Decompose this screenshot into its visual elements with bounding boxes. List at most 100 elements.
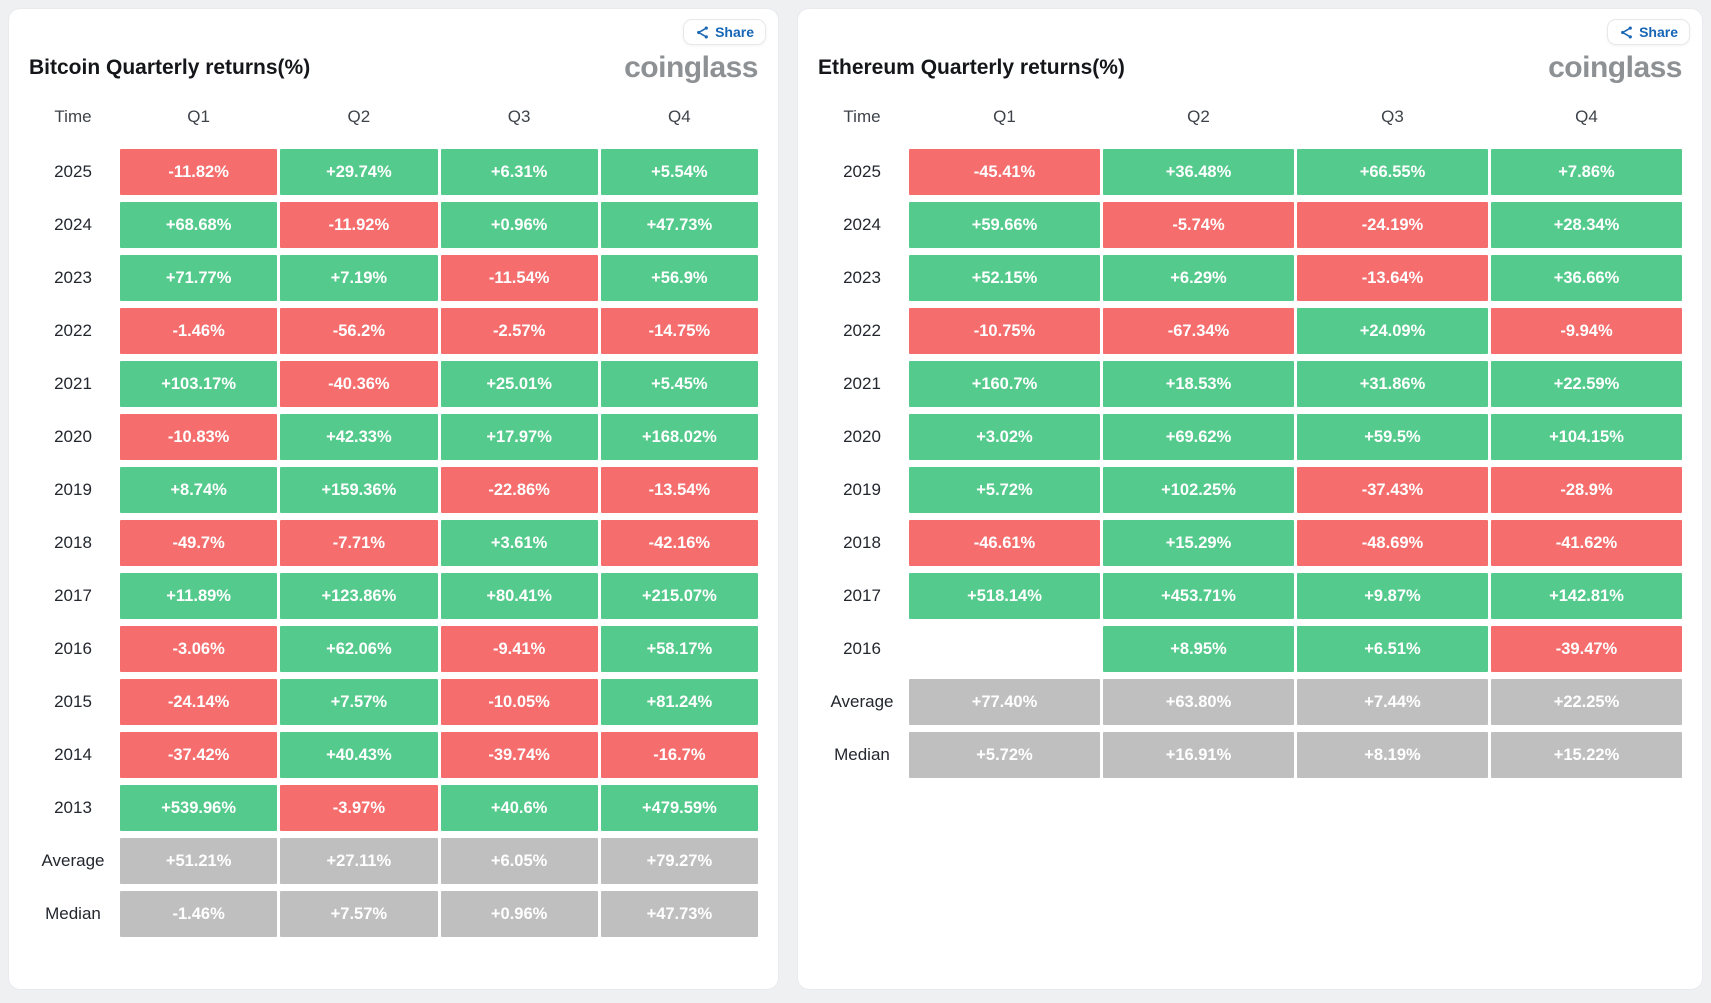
return-cell: +36.48%	[1103, 149, 1294, 195]
return-cell: +160.7%	[909, 361, 1100, 407]
return-cell: +103.17%	[120, 361, 278, 407]
return-cell: -9.41%	[440, 626, 598, 672]
return-cell: +518.14%	[909, 573, 1100, 619]
column-header: Time	[54, 107, 92, 126]
panel-title: Bitcoin Quarterly returns(%)	[29, 56, 311, 79]
panel-title: Ethereum Quarterly returns(%)	[818, 56, 1125, 79]
return-cell: +142.81%	[1491, 573, 1682, 619]
row-label: 2014	[54, 745, 92, 764]
return-cell: +59.66%	[909, 202, 1100, 248]
return-cell: +6.31%	[440, 149, 598, 195]
return-cell: -2.57%	[440, 308, 598, 354]
return-cell: +16.91%	[1103, 732, 1294, 778]
return-cell: +71.77%	[120, 255, 278, 301]
return-cell: +22.59%	[1491, 361, 1682, 407]
return-cell: +102.25%	[1103, 467, 1294, 513]
row-label: 2024	[843, 215, 881, 234]
column-header: Q2	[347, 107, 371, 126]
return-cell: +8.74%	[120, 467, 278, 513]
return-cell: +7.57%	[280, 891, 438, 937]
return-cell: -24.14%	[120, 679, 278, 725]
return-cell: +11.89%	[120, 573, 278, 619]
coinglass-logo: coinglass	[624, 51, 758, 84]
return-cell: +29.74%	[280, 149, 438, 195]
row-label: 2023	[843, 268, 881, 287]
return-cell: -14.75%	[600, 308, 758, 354]
return-cell: +3.61%	[440, 520, 598, 566]
return-cell: +15.22%	[1491, 732, 1682, 778]
table-header: Time Q1 Q2 Q3 Q4	[29, 107, 758, 127]
return-cell: +79.27%	[600, 838, 758, 884]
return-cell: +539.96%	[120, 785, 278, 831]
return-cell: +59.5%	[1297, 414, 1488, 460]
return-cell: -37.42%	[120, 732, 278, 778]
column-header: Q4	[1575, 107, 1598, 126]
row-label: 2022	[54, 321, 92, 340]
return-cell: -5.74%	[1103, 202, 1294, 248]
row-label: 2024	[54, 215, 92, 234]
return-cell: +9.87%	[1297, 573, 1488, 619]
row-label: 2018	[843, 533, 881, 552]
panel-header: Ethereum Quarterly returns(%) coinglass	[818, 53, 1682, 83]
return-cell: +215.07%	[600, 573, 758, 619]
return-cell: -13.64%	[1297, 255, 1488, 301]
return-cell: +8.19%	[1297, 732, 1488, 778]
return-cell: +51.21%	[120, 838, 278, 884]
bitcoin-panel: Share Bitcoin Quarterly returns(%) coing…	[8, 8, 779, 990]
return-cell: +104.15%	[1491, 414, 1682, 460]
row-label: 2019	[843, 480, 881, 499]
row-label: 2020	[843, 427, 881, 446]
row-label: 2018	[54, 533, 92, 552]
row-label: Median	[834, 745, 890, 764]
row-label: 2021	[54, 374, 92, 393]
row-label: 2016	[54, 639, 92, 658]
return-cell: -3.06%	[120, 626, 278, 672]
return-cell: -3.97%	[280, 785, 438, 831]
return-cell: +17.97%	[440, 414, 598, 460]
return-cell: +77.40%	[909, 679, 1100, 725]
row-label: 2017	[54, 586, 92, 605]
return-cell: +22.25%	[1491, 679, 1682, 725]
return-cell: +5.72%	[909, 732, 1100, 778]
share-button-label: Share	[1639, 24, 1678, 40]
return-cell: -22.86%	[440, 467, 598, 513]
return-cell: +24.09%	[1297, 308, 1488, 354]
coinglass-logo: coinglass	[1548, 51, 1682, 84]
row-label: Average	[41, 851, 105, 870]
share-button[interactable]: Share	[1607, 19, 1690, 45]
row-label: Median	[45, 904, 101, 923]
return-cell: +47.73%	[600, 891, 758, 937]
table-body: 2025 -11.82% +29.74% +6.31% +5.54% 2024 +68.68…	[29, 149, 758, 937]
return-cell: +52.15%	[909, 255, 1100, 301]
return-cell: +25.01%	[440, 361, 598, 407]
column-header: Q1	[187, 107, 210, 126]
return-cell: +5.45%	[600, 361, 758, 407]
return-cell: +36.66%	[1491, 255, 1682, 301]
return-cell: +18.53%	[1103, 361, 1294, 407]
return-cell: -56.2%	[280, 308, 438, 354]
row-label: 2021	[843, 374, 881, 393]
share-button[interactable]: Share	[683, 19, 766, 45]
return-cell: +56.9%	[600, 255, 758, 301]
return-cell: +5.54%	[600, 149, 758, 195]
return-cell: -39.47%	[1491, 626, 1682, 672]
row-label: 2025	[843, 162, 881, 181]
column-header: Q3	[1381, 107, 1404, 126]
row-label: 2020	[54, 427, 92, 446]
return-cell: -49.7%	[120, 520, 278, 566]
return-cell: +7.86%	[1491, 149, 1682, 195]
return-cell: -13.54%	[600, 467, 758, 513]
return-cell: +7.57%	[280, 679, 438, 725]
return-cell: +31.86%	[1297, 361, 1488, 407]
return-cell: -10.05%	[440, 679, 598, 725]
share-icon	[1619, 25, 1634, 40]
return-cell: +123.86%	[280, 573, 438, 619]
return-cell: +6.51%	[1297, 626, 1488, 672]
return-cell: -9.94%	[1491, 308, 1682, 354]
return-cell: -10.83%	[120, 414, 278, 460]
return-cell: -11.92%	[280, 202, 438, 248]
row-label: Average	[830, 692, 894, 711]
row-label: 2017	[843, 586, 881, 605]
return-cell: +27.11%	[280, 838, 438, 884]
